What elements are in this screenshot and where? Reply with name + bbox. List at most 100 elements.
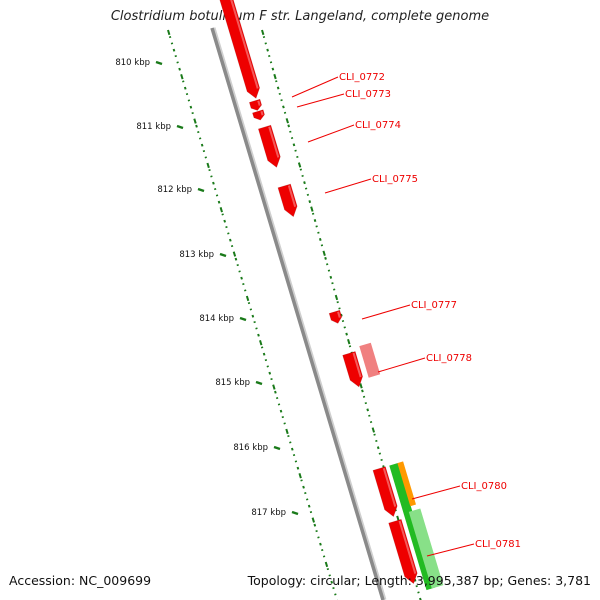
scale-tick-mark xyxy=(176,124,184,130)
gene-arrow-cli-0777 xyxy=(328,309,343,324)
gc-track-left-dot xyxy=(172,48,176,52)
gene-arrow-cli-0773b-shine xyxy=(260,111,264,116)
gc-track-left-dot xyxy=(311,517,315,523)
gc-track-left-dot xyxy=(219,207,223,213)
gene-arrow-cli-0774 xyxy=(258,124,281,168)
gc-track-right-dot xyxy=(366,408,370,412)
gene-label-leader xyxy=(411,485,461,500)
scale-tick-label: 810 kbp xyxy=(115,58,150,68)
gene-arrow-cli-0780-shine xyxy=(382,467,397,507)
gc-track-left-dot xyxy=(274,390,277,394)
topology-summary: Topology: circular; Length: 3,995,387 bp… xyxy=(247,573,591,588)
gc-track-left-dot xyxy=(200,143,204,147)
gc-track-right-dot xyxy=(322,250,326,256)
gene-arrow-cli-0777-shine xyxy=(337,311,341,318)
gc-track-left-dot xyxy=(319,542,322,546)
gene-label-leader xyxy=(307,124,355,143)
gc-track-right-dot xyxy=(371,427,375,433)
scale-tick-label: 814 kbp xyxy=(199,314,234,324)
gene-arrow-cli-0781-shine xyxy=(398,520,417,574)
gc-track-left-dot xyxy=(330,580,334,584)
gc-track-left-dot xyxy=(268,371,272,375)
gene-arrow-cli-0778-shine xyxy=(352,352,362,378)
gene-box-cli-0781-rna xyxy=(408,508,444,589)
genome-backbone xyxy=(210,27,385,600)
gc-track-left-dot xyxy=(279,409,283,413)
gc-track-right-dot xyxy=(287,124,291,128)
gc-track-left-dot xyxy=(178,67,181,71)
scale-tick-mark xyxy=(239,316,247,322)
gc-track-left-dot xyxy=(259,340,263,346)
gc-track-right-dot xyxy=(334,294,339,301)
scale-tick-label: 813 kbp xyxy=(179,250,214,260)
gc-track-right-dot xyxy=(347,338,351,345)
scale-tick-mark xyxy=(155,60,163,66)
gc-track-right-dot xyxy=(273,73,277,80)
gc-track-right-dot xyxy=(396,515,400,522)
gc-track-left-dot xyxy=(272,384,276,390)
gc-track-left-dot xyxy=(257,333,260,337)
gene-arrow-cli-0773 xyxy=(249,98,262,111)
gc-track-left-dot xyxy=(223,219,227,223)
gc-track-left-dot xyxy=(193,118,197,124)
gc-track-left-dot xyxy=(298,473,302,479)
gene-arrow-cli-0773-shine xyxy=(257,100,261,106)
gc-track-right-dot xyxy=(340,313,343,317)
gc-track-right-dot xyxy=(303,181,306,185)
accession-text: Accession: NC_009699 xyxy=(9,573,152,588)
gc-track-right-dot xyxy=(324,256,327,260)
gc-track-left-dot xyxy=(290,447,294,451)
gc-track-right-dot xyxy=(271,67,275,71)
gc-track-left-dot xyxy=(232,251,237,257)
gc-track-left-dot xyxy=(240,276,243,280)
scale-tick-label: 812 kbp xyxy=(157,185,192,195)
gene-arrow-cli-0775-shine xyxy=(287,185,297,207)
gc-track-right-dot xyxy=(376,446,380,450)
gc-track-left-dot xyxy=(212,181,215,185)
gene-box-cli-0778-pseudo xyxy=(359,342,381,378)
gc-track-left-dot xyxy=(262,352,266,356)
gene-arrow-cli-0780 xyxy=(372,466,398,517)
gc-track-right-dot xyxy=(266,48,269,52)
gene-label: CLI_0772 xyxy=(339,72,385,83)
gc-track-left-dot xyxy=(285,428,289,435)
gc-track-left-dot xyxy=(234,257,238,261)
gc-track-left-dot xyxy=(167,29,171,36)
gc-track-left-dot xyxy=(251,314,255,318)
gc-track-right-dot xyxy=(318,237,322,241)
scale-tick-mark xyxy=(197,187,205,193)
scale-tick-label: 817 kbp xyxy=(251,508,286,518)
genome-title: Clostridium botulinum F str. Langeland, … xyxy=(110,9,490,24)
gene-arrow-cli-0775 xyxy=(277,183,298,218)
gc-track-right-dot xyxy=(313,219,317,223)
gc-track-right-dot xyxy=(310,206,314,212)
scale-tick-mark xyxy=(273,445,281,451)
gene-label: CLI_0781 xyxy=(475,539,521,550)
gene-box-cli-0780-other xyxy=(397,461,416,507)
gene-label-leader xyxy=(324,178,372,194)
gc-track-left-dot xyxy=(307,504,311,508)
gc-track-left-dot xyxy=(189,105,193,109)
gene-label-leader xyxy=(291,76,339,98)
gc-track-right-dot xyxy=(276,86,280,90)
gc-track-left-dot xyxy=(296,466,300,470)
gc-track-left-dot xyxy=(180,74,184,80)
gc-track-right-dot xyxy=(359,383,363,389)
gc-track-left-dot xyxy=(195,124,198,128)
scale-tick-label: 815 kbp xyxy=(215,378,250,388)
gc-track-right-dot xyxy=(345,332,348,336)
gc-track-right-dot xyxy=(282,105,285,109)
gene-arrow-cli-0772 xyxy=(219,0,260,99)
gene-arrow-cli-0781 xyxy=(388,519,418,584)
scale-tick-label: 816 kbp xyxy=(233,443,268,453)
gc-track-right-dot xyxy=(308,200,312,204)
gc-track-right-dot xyxy=(292,143,296,147)
gene-label-leader xyxy=(426,543,475,557)
gene-label: CLI_0773 xyxy=(345,89,391,100)
gene-arrow-cli-0778 xyxy=(342,351,363,388)
gc-track-right-dot xyxy=(361,389,364,393)
gene-label: CLI_0777 xyxy=(411,300,457,311)
gc-track-left-dot xyxy=(302,485,305,489)
gc-track-right-dot xyxy=(297,162,302,168)
